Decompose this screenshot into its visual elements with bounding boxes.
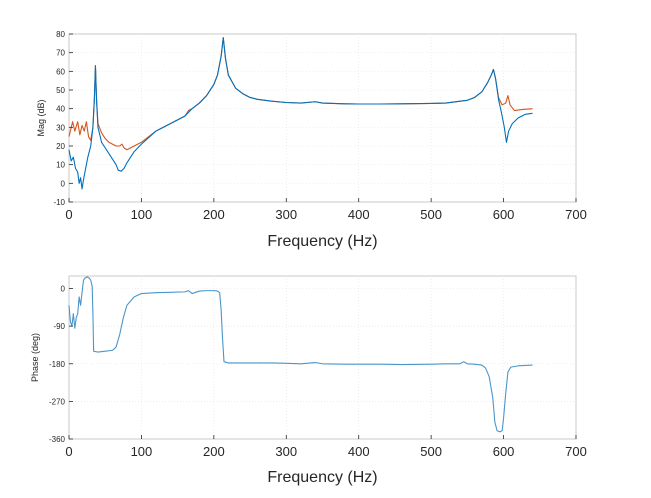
phase-x-tick-label: 700 bbox=[565, 444, 587, 459]
mag-x-tick-label: 100 bbox=[131, 207, 153, 222]
phase-plot-area bbox=[68, 275, 577, 440]
phase-y-tick-label: -90 bbox=[53, 322, 65, 331]
phase-x-tick-label: 500 bbox=[420, 444, 442, 459]
phase-series-line-0 bbox=[68, 276, 533, 433]
mag-y-tick-label: 60 bbox=[56, 67, 65, 76]
mag-x-tick-label: 300 bbox=[275, 207, 297, 222]
phase-y-tick-label: 0 bbox=[61, 285, 66, 294]
mag-y-tick-label: 0 bbox=[61, 179, 66, 188]
mag-y-tick-label: 40 bbox=[56, 105, 65, 114]
phase-x-tick-label: 400 bbox=[348, 444, 370, 459]
phase-x-tick-label: 100 bbox=[131, 444, 153, 459]
mag-y-tick-label: 50 bbox=[56, 86, 65, 95]
mag-y-tick-label: 30 bbox=[56, 123, 65, 132]
mag-series-line-1 bbox=[68, 37, 533, 190]
mag-y-tick-label: 80 bbox=[56, 30, 65, 39]
mag-y-axis-label: Mag (dB) bbox=[36, 99, 46, 136]
mag-y-tick-label: 70 bbox=[56, 49, 65, 58]
phase-x-tick-label: 300 bbox=[275, 444, 297, 459]
mag-y-tick-label: -10 bbox=[53, 198, 65, 207]
phase-x-tick-label: 0 bbox=[65, 444, 72, 459]
phase-x-axis-label: Frequency (Hz) bbox=[267, 469, 377, 486]
mag-x-axis-label: Frequency (Hz) bbox=[267, 233, 377, 250]
phase-x-tick-label: 200 bbox=[203, 444, 225, 459]
mag-plot-area bbox=[68, 33, 577, 203]
mag-x-tick-label: 400 bbox=[348, 207, 370, 222]
mag-y-tick-label: 20 bbox=[56, 142, 65, 151]
phase-x-tick-label: 600 bbox=[493, 444, 515, 459]
mag-x-tick-label: 0 bbox=[65, 207, 72, 222]
phase-y-tick-label: -180 bbox=[49, 360, 66, 369]
mag-x-tick-label: 200 bbox=[203, 207, 225, 222]
mag-x-tick-label: 700 bbox=[565, 207, 587, 222]
phase-y-tick-label: -360 bbox=[49, 435, 66, 444]
mag-x-tick-label: 600 bbox=[493, 207, 515, 222]
magnitude-plot: 0 100 200 300 400 500 600 700-10010203040506070… bbox=[36, 30, 587, 250]
phase-y-axis-label: Phase (deg) bbox=[30, 333, 40, 382]
mag-y-tick-label: 10 bbox=[56, 161, 65, 170]
phase-y-tick-label: -270 bbox=[49, 397, 66, 406]
mag-x-tick-label: 500 bbox=[420, 207, 442, 222]
phase-plot: 0 100 200 300 400 500 600 700 -360 -270 -180 -90 0 Fr… bbox=[30, 275, 587, 486]
